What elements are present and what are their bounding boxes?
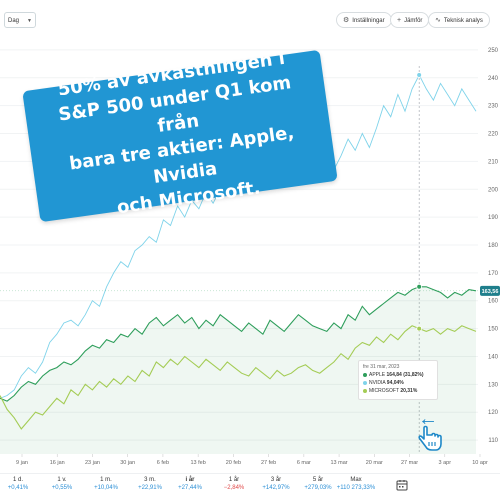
period-change: +142,97% — [262, 485, 290, 491]
period-label: 1 v. — [57, 477, 67, 483]
period-label: 3 m. — [144, 477, 156, 483]
technical-analysis-button[interactable]: ∿ Teknisk analys — [428, 12, 490, 28]
x-tick-label: 27 feb — [261, 460, 276, 466]
period-change: +0,55% — [51, 485, 73, 491]
x-tick-label: 13 feb — [191, 460, 206, 466]
period-option[interactable]: Max +110 273,33% — [336, 476, 376, 492]
y-tick-label: 140 — [488, 354, 499, 360]
period-option[interactable]: 1 v. +0,55% — [42, 476, 82, 492]
period-option[interactable]: 1 d. +0,41% — [0, 476, 38, 492]
period-label: 5 år — [312, 477, 324, 483]
x-tick-label: 20 mar — [366, 460, 383, 466]
swipe-hand-icon — [418, 425, 442, 451]
plus-icon: + — [397, 17, 402, 24]
y-tick-label: 210 — [488, 159, 499, 165]
y-tick-label: 200 — [488, 187, 499, 193]
technical-label: Teknisk analys — [443, 18, 483, 24]
compare-button[interactable]: + Jämför — [390, 12, 430, 28]
nvidia-highlight-point — [416, 72, 422, 78]
period-change: +10,04% — [94, 485, 118, 491]
y-tick-label: 220 — [488, 132, 499, 138]
gear-icon: ⚙ — [343, 17, 350, 24]
x-tick-label: 20 feb — [226, 460, 241, 466]
tooltip-value: 20,31% — [400, 388, 418, 394]
microsoft-legend-dot — [363, 388, 367, 393]
indicator-icon: ∿ — [435, 17, 441, 24]
tooltip-row-apple: APPLE 164,84 (31,82%) — [363, 371, 433, 379]
interval-dropdown[interactable]: Dag ▼ — [4, 12, 36, 28]
y-tick-label: 110 — [488, 438, 498, 444]
left-arrow-icon: ← — [418, 408, 438, 430]
period-change: +110 273,33% — [336, 485, 376, 491]
x-tick-label: 9 jan — [16, 460, 28, 466]
period-label: 1 år — [228, 477, 240, 483]
y-tick-label: 150 — [488, 327, 499, 333]
y-tick-label: 250 — [488, 48, 499, 54]
microsoft-line — [0, 325, 477, 430]
apple-legend-dot — [363, 372, 367, 377]
tooltip-name: APPLE — [369, 372, 386, 378]
period-change: +27,44% — [178, 485, 202, 491]
y-tick-label: 160 — [488, 299, 499, 305]
price-badge — [480, 285, 500, 296]
period-label: 1 m. — [100, 477, 112, 483]
period-label: 1 d. — [12, 477, 23, 483]
period-label: 3 år — [270, 477, 282, 483]
period-option[interactable]: i år +27,44% — [170, 476, 210, 492]
interval-value: Dag — [8, 18, 20, 24]
period-change: +279,03% — [304, 485, 332, 491]
calendar-icon[interactable] — [396, 479, 408, 491]
period-option[interactable]: 3 m. +22,91% — [130, 476, 170, 492]
period-option[interactable]: 1 m. +10,04% — [86, 476, 126, 492]
tooltip-row-nvidia: NVIDIA 94,04% — [363, 379, 433, 387]
tooltip-name: NVIDIA — [369, 380, 386, 386]
tooltip-row-microsoft: MICROSOFT 20,31% — [363, 387, 433, 395]
period-option[interactable]: 1 år −2,84% — [214, 476, 254, 492]
x-tick-label: 6 feb — [157, 460, 169, 466]
price-badge-label: 163,56 — [482, 289, 499, 295]
y-tick-label: 190 — [488, 215, 499, 221]
y-tick-label: 170 — [488, 271, 499, 277]
apple-line — [0, 286, 477, 402]
x-tick-label: 10 apr — [472, 460, 488, 466]
chevron-down-icon: ▼ — [27, 18, 32, 24]
period-change: −2,84% — [223, 485, 245, 491]
tooltip-value: 94,04% — [386, 380, 404, 386]
tooltip-name: MICROSOFT — [369, 388, 399, 394]
period-change: +22,91% — [138, 485, 162, 491]
y-tick-label: 230 — [488, 104, 499, 110]
x-tick-label: 23 jan — [85, 460, 100, 466]
x-tick-label: 30 jan — [120, 460, 135, 466]
period-change: +0,41% — [7, 485, 29, 491]
y-tick-label: 130 — [488, 382, 499, 388]
x-tick-label: 27 mar — [401, 460, 418, 466]
y-tick-label: 120 — [488, 410, 499, 416]
y-tick-label: 180 — [488, 243, 499, 249]
y-tick-label: 240 — [488, 76, 499, 82]
compare-label: Jämför — [404, 18, 423, 24]
x-tick-label: 6 mar — [297, 460, 311, 466]
period-selector: 1 d. +0,41% 1 v. +0,55% 1 m. +10,04% 3 m. +22,9… — [0, 473, 500, 501]
tooltip-value: 164,84 (31,82%) — [386, 372, 424, 378]
apple-highlight-point — [416, 284, 422, 290]
nvidia-legend-dot — [363, 380, 367, 385]
x-tick-label: 13 mar — [331, 460, 348, 466]
period-option[interactable]: 3 år +142,97% — [256, 476, 296, 492]
microsoft-highlight-point — [416, 325, 422, 332]
settings-label: Inställningar — [352, 18, 385, 24]
chart-toolbar: Dag ▼ ⚙ Inställningar + Jämför ∿ Teknisk an… — [0, 0, 500, 36]
x-tick-label: 3 apr — [438, 460, 451, 466]
chart-tooltip: fre 31 mar, 2023 APPLE 164,84 (31,82%) N… — [358, 360, 438, 400]
settings-button[interactable]: ⚙ Inställningar — [336, 12, 392, 28]
tooltip-date: fre 31 mar, 2023 — [363, 364, 400, 370]
period-option[interactable]: 5 år +279,03% — [298, 476, 338, 492]
x-tick-label: 16 jan — [50, 460, 65, 466]
period-label: Max — [350, 477, 362, 483]
period-label: i år — [185, 477, 195, 483]
